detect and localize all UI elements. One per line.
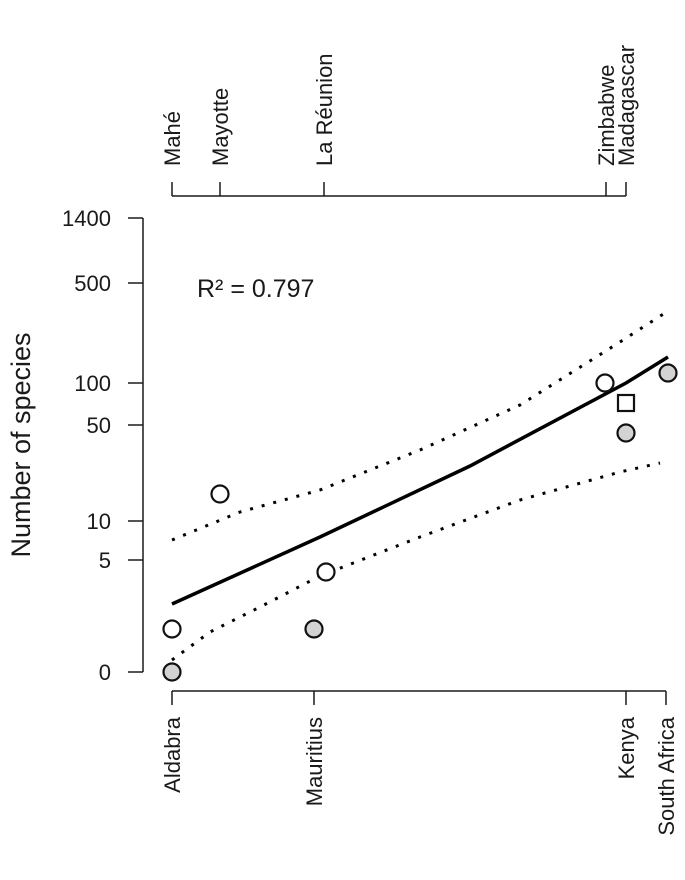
top-tick-label: Mahé (160, 111, 185, 166)
regression-fit-line (171, 355, 669, 606)
y-tick-label: 5 (99, 548, 111, 573)
data-point-circle (316, 562, 336, 582)
upper-confidence-band (171, 309, 669, 542)
data-point-circle (304, 619, 324, 639)
y-tick-label: 100 (74, 371, 111, 396)
y-tick-label: 50 (87, 413, 111, 438)
top-tick-label: Madagascar (614, 45, 639, 166)
r-squared-annotation: R² = 0.797 (197, 275, 314, 303)
data-point-circle (162, 619, 182, 639)
top-tick-label: La Réunion (312, 53, 337, 166)
bottom-tick-label: Mauritius (302, 717, 327, 806)
bottom-tick-label: Aldabra (160, 716, 185, 793)
data-point-circle (658, 363, 678, 383)
data-point-square (616, 393, 636, 413)
y-tick-label: 10 (87, 509, 111, 534)
data-point-circle (162, 662, 182, 682)
bottom-axis: Aldabra Mauritius Kenya South Africa (160, 690, 679, 836)
y-tick-label: 500 (74, 271, 111, 296)
bottom-tick-label: Kenya (614, 716, 639, 779)
top-tick-label: Mayotte (208, 88, 233, 166)
data-point-circle (616, 423, 636, 443)
y-axis-label: Number of species (6, 332, 36, 557)
top-tick-label: Zimbabwe (594, 65, 619, 166)
y-tick-label: 1400 (62, 206, 111, 231)
y-tick-label: 0 (99, 660, 111, 685)
bottom-tick-label: South Africa (654, 716, 679, 835)
data-point-circle (595, 373, 615, 393)
regression-lines (171, 309, 669, 662)
data-points (162, 363, 678, 682)
data-point-circle (210, 484, 230, 504)
